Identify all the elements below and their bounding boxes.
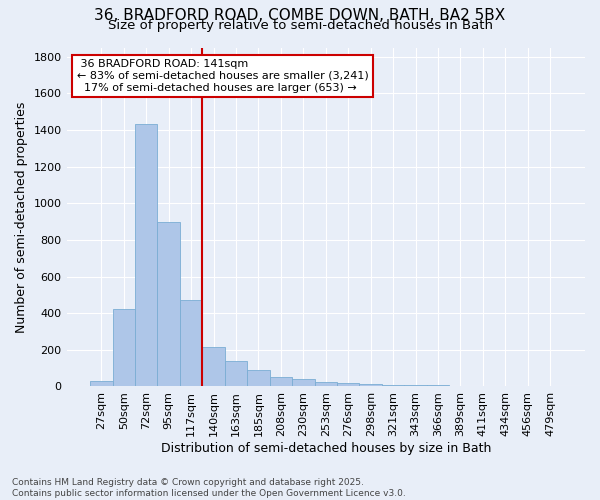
Bar (269, 378, 292, 386)
Bar (314, 382, 337, 386)
Bar (90, 381, 113, 386)
Bar (292, 379, 314, 386)
Bar (113, 308, 135, 386)
Text: 36 BRADFORD ROAD: 141sqm
← 83% of semi-detached houses are smaller (3,241)
  17%: 36 BRADFORD ROAD: 141sqm ← 83% of semi-d… (77, 60, 368, 92)
Bar (337, 383, 359, 386)
Bar (359, 384, 382, 386)
X-axis label: Distribution of semi-detached houses by size in Bath: Distribution of semi-detached houses by … (161, 442, 491, 455)
Text: Contains HM Land Registry data © Crown copyright and database right 2025.
Contai: Contains HM Land Registry data © Crown c… (12, 478, 406, 498)
Bar (382, 384, 404, 386)
Text: Size of property relative to semi-detached houses in Bath: Size of property relative to semi-detach… (107, 19, 493, 32)
Bar (180, 300, 202, 386)
Bar (202, 347, 225, 387)
Bar (247, 370, 269, 386)
Text: 36, BRADFORD ROAD, COMBE DOWN, BATH, BA2 5BX: 36, BRADFORD ROAD, COMBE DOWN, BATH, BA2… (94, 8, 506, 22)
Bar (225, 361, 247, 386)
Bar (135, 124, 157, 386)
Bar (157, 222, 180, 386)
Bar (404, 385, 427, 386)
Y-axis label: Number of semi-detached properties: Number of semi-detached properties (15, 102, 28, 332)
